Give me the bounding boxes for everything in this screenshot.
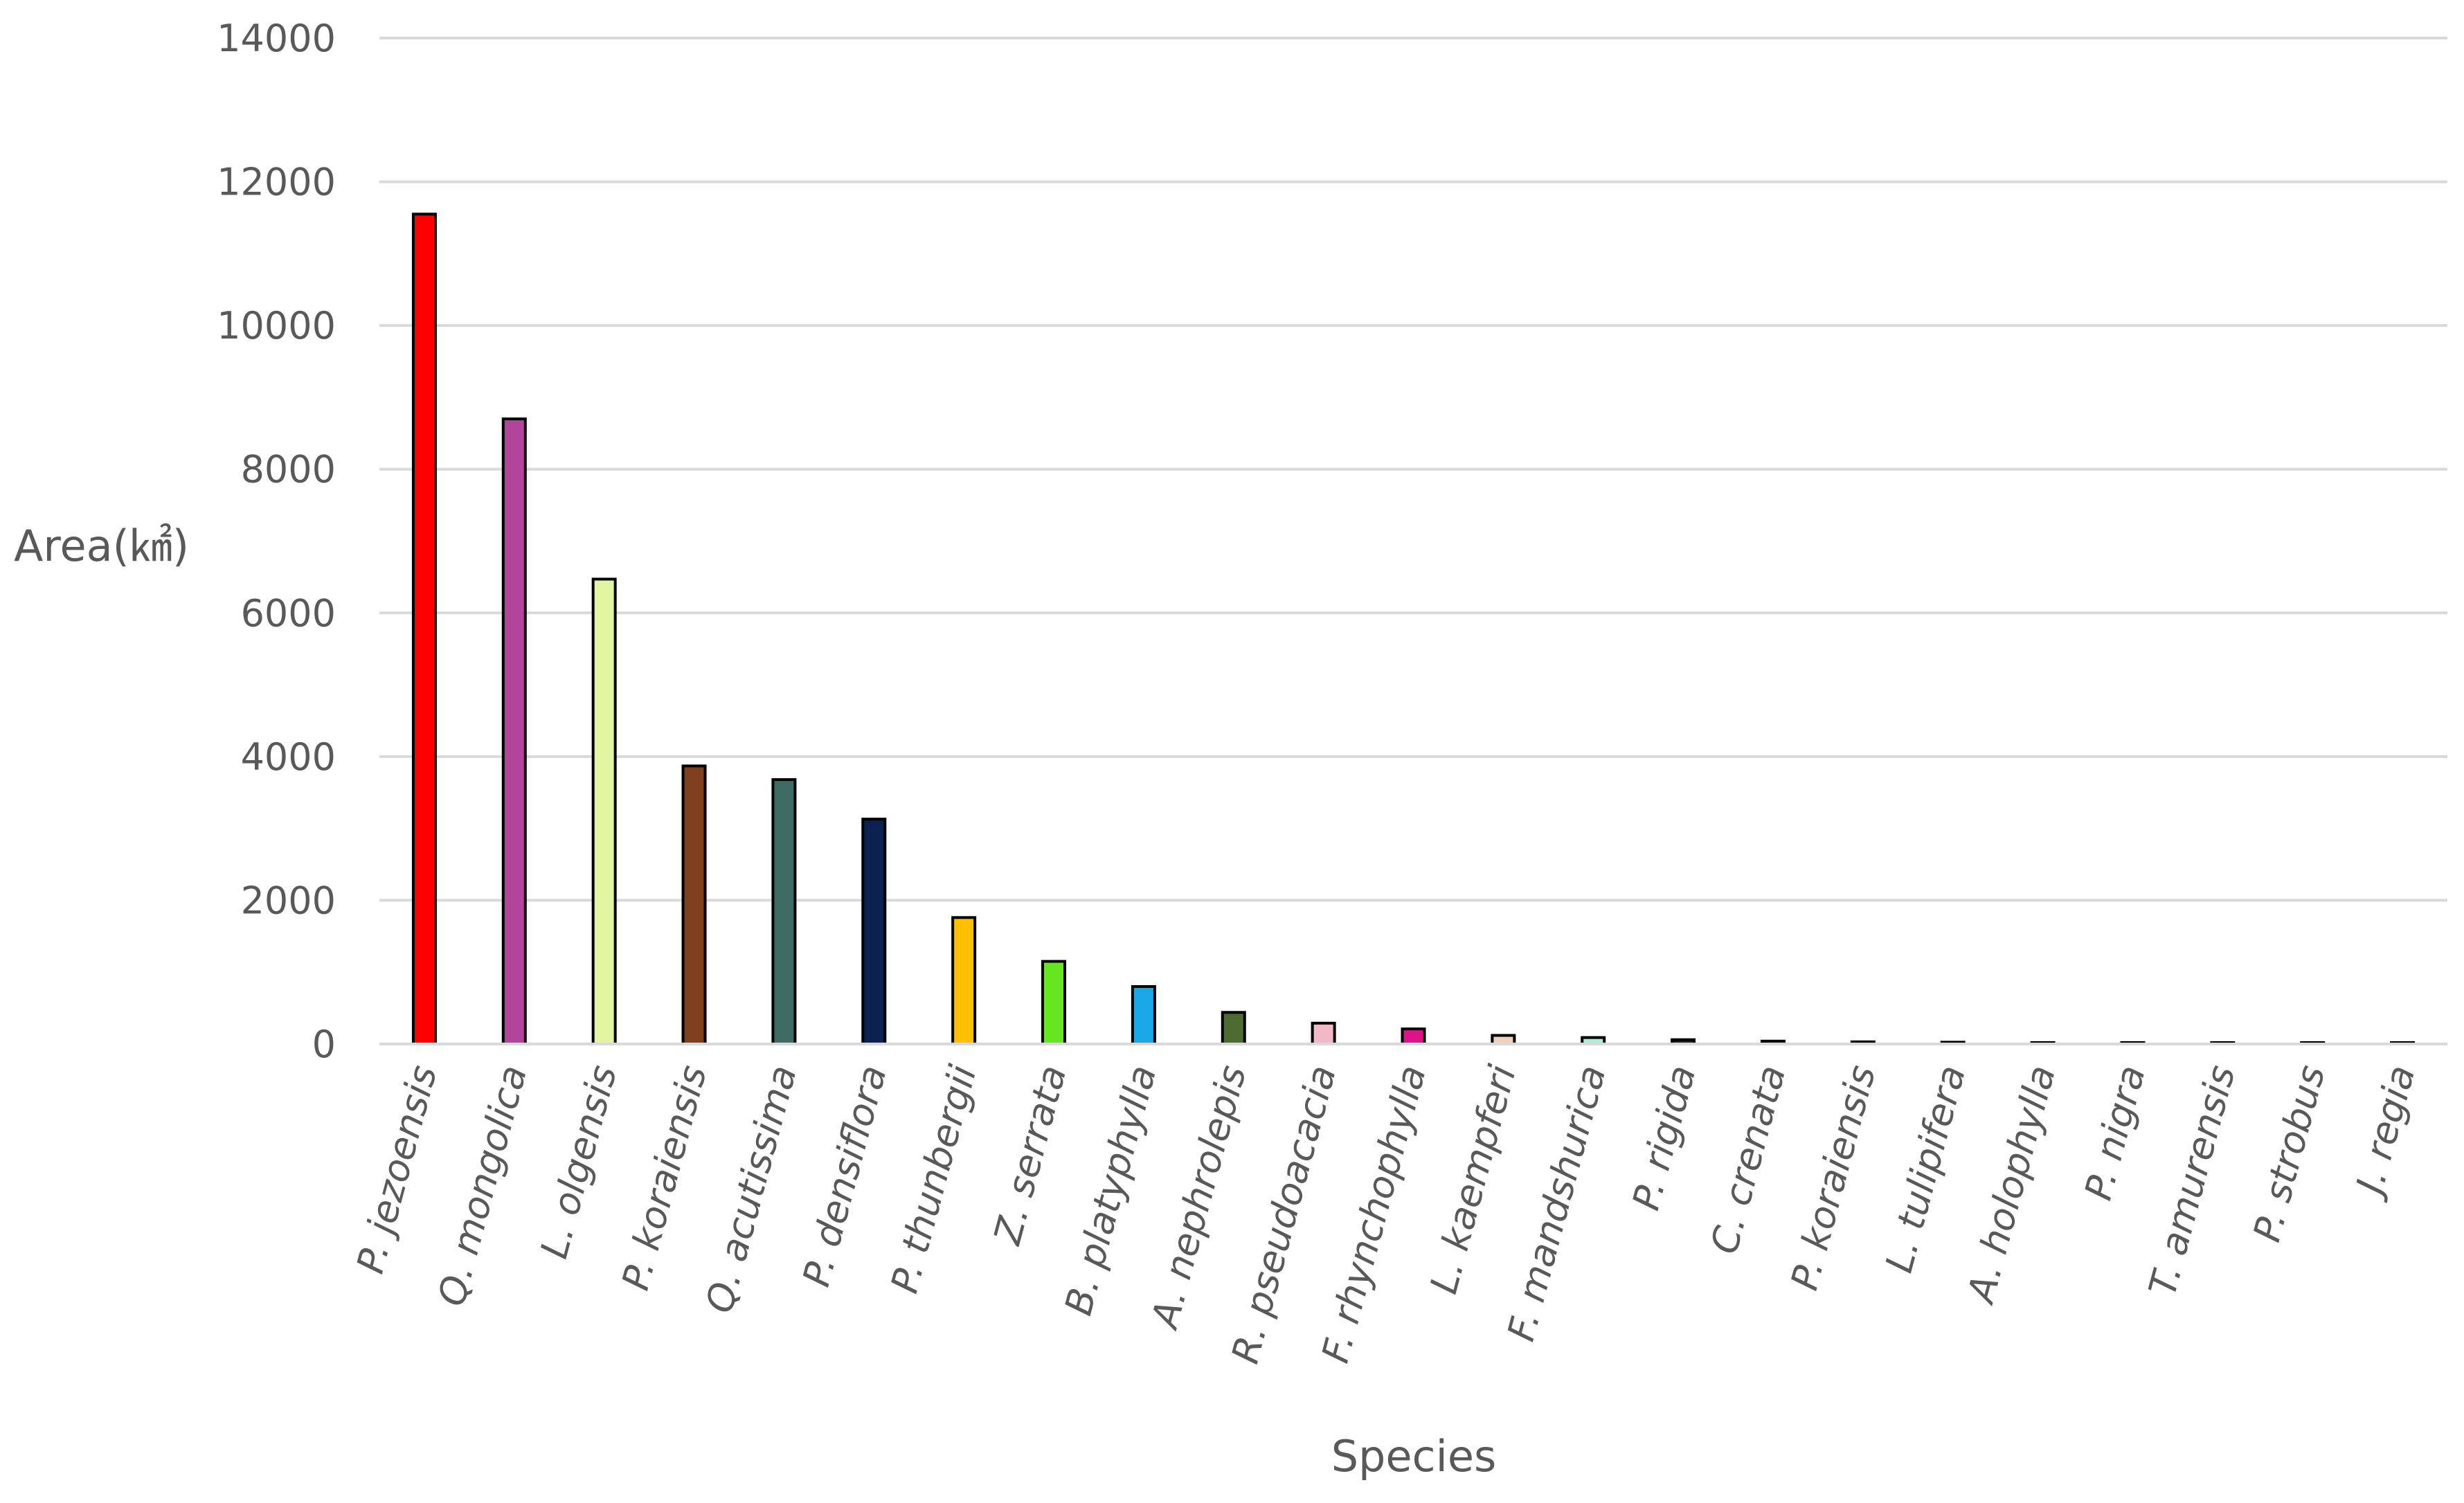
bar bbox=[1041, 960, 1067, 1046]
bar bbox=[501, 417, 527, 1045]
bar bbox=[1221, 1011, 1246, 1045]
y-tick-label: 8000 bbox=[241, 448, 336, 492]
bar bbox=[951, 916, 977, 1046]
bar bbox=[681, 764, 707, 1045]
x-category-label: B. platyphylla bbox=[1056, 1061, 1165, 1320]
x-category-label: P. koraiensis bbox=[613, 1061, 715, 1295]
x-category-label: L. tulipifera bbox=[1877, 1061, 1974, 1277]
x-category-label: J. regia bbox=[2346, 1061, 2424, 1204]
x-category-label: F. mandshurica bbox=[1499, 1061, 1615, 1346]
y-tick-label: 4000 bbox=[241, 735, 336, 779]
x-category-label: P. koraiensis bbox=[1782, 1061, 1884, 1295]
x-axis-title: Species bbox=[1331, 1431, 1497, 1482]
bar bbox=[1131, 984, 1156, 1046]
y-tick-label: 6000 bbox=[241, 591, 336, 635]
x-category-label: P. strobus bbox=[2245, 1061, 2333, 1246]
x-category-label: P. jezoensis bbox=[348, 1061, 446, 1278]
x-category-label: P. nigra bbox=[2076, 1061, 2154, 1205]
x-category-label: C. crenata bbox=[1702, 1061, 1795, 1259]
y-tick-label: 12000 bbox=[217, 161, 336, 204]
x-category-label: L. olgensis bbox=[532, 1061, 625, 1263]
bar bbox=[771, 778, 797, 1046]
bars bbox=[411, 213, 2416, 1046]
x-category-label: L. kaempferi bbox=[1422, 1061, 1525, 1298]
y-axis-ticks: 0 2000 4000 6000 8000 10000 12000 14000 bbox=[217, 17, 336, 1066]
y-tick-label: 14000 bbox=[217, 17, 336, 60]
y-tick-label: 10000 bbox=[217, 304, 336, 348]
bar bbox=[411, 213, 437, 1045]
bar bbox=[861, 818, 887, 1046]
x-category-label: Z. serrata bbox=[985, 1061, 1075, 1250]
x-category-label: A. nephrolepis bbox=[1142, 1061, 1255, 1334]
x-category-label: Q. mongolica bbox=[429, 1061, 535, 1311]
x-category-label: P. densiflora bbox=[794, 1061, 895, 1291]
y-tick-label: 2000 bbox=[241, 879, 336, 922]
x-category-label: T. amurensis bbox=[2141, 1061, 2244, 1300]
bar bbox=[591, 577, 617, 1045]
x-category-label: Q. acutissima bbox=[697, 1061, 805, 1317]
gridlines bbox=[379, 37, 2447, 902]
x-category-label: P. thunbergii bbox=[883, 1061, 985, 1297]
bar bbox=[1401, 1027, 1426, 1045]
x-category-label: A. holophylla bbox=[1959, 1061, 2065, 1308]
y-axis-title: Area(㎢) bbox=[14, 521, 189, 571]
y-tick-label: 0 bbox=[312, 1023, 336, 1066]
bar bbox=[1311, 1021, 1336, 1045]
x-category-label: P. rigida bbox=[1624, 1061, 1705, 1214]
